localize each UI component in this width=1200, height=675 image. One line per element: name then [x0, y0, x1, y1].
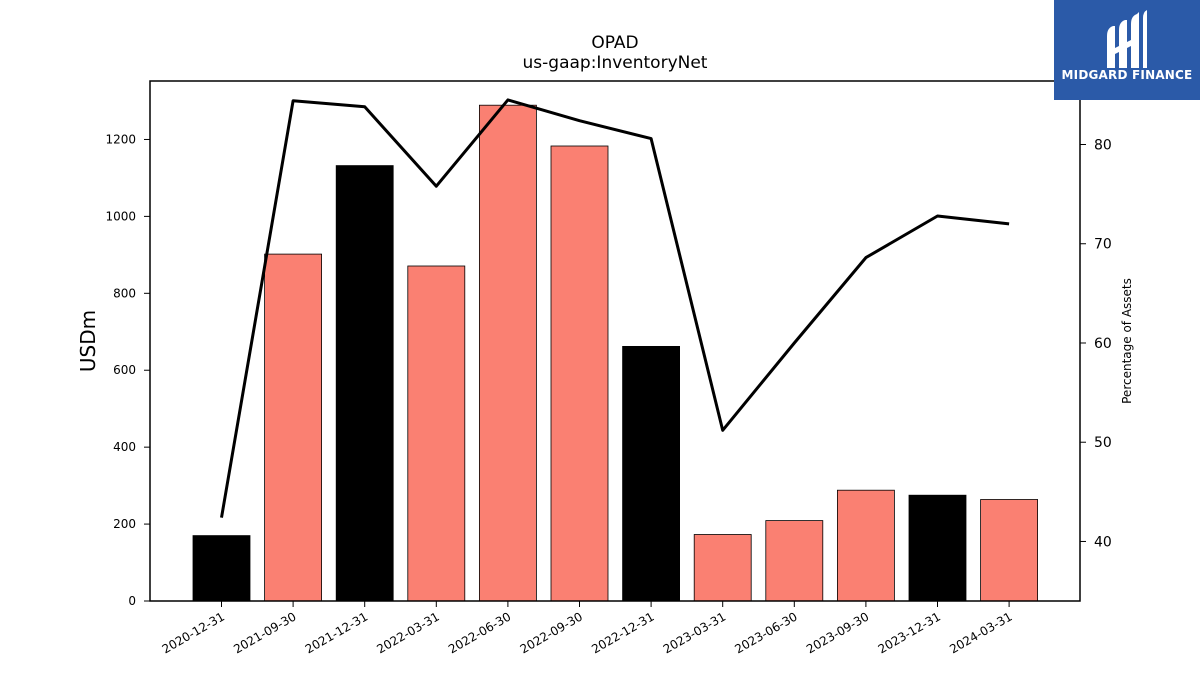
y-right-tick-label: 50 [1094, 435, 1112, 451]
x-tick-label: 2024-03-31 [947, 609, 1014, 656]
x-tick-label: 2023-06-30 [732, 609, 799, 656]
brand-logo: MIDGARD FINANCE [1054, 0, 1200, 100]
plot-frame [149, 80, 1081, 602]
x-tick-label: 2022-06-30 [446, 609, 513, 656]
x-tick-label: 2022-12-31 [589, 609, 656, 656]
y-tick-label: 800 [113, 286, 136, 300]
bar-2023-09-30 [837, 489, 895, 602]
y-tick-label: 1200 [105, 132, 136, 146]
bar-2023-03-31 [693, 534, 752, 602]
y-right-tick-label: 40 [1094, 534, 1112, 550]
bar-2023-06-30 [765, 520, 824, 602]
y-tick-label: 0 [128, 594, 136, 608]
x-tick-label: 2023-12-31 [876, 609, 943, 656]
y-tick-label: 600 [113, 363, 136, 377]
percentage-line [220, 98, 1010, 518]
bar-2021-12-31 [335, 165, 394, 602]
y-tick-label: 400 [113, 440, 136, 454]
y-tick-label: 200 [113, 517, 136, 531]
y-right-tick-label: 70 [1094, 237, 1112, 253]
chart-subtitle: us-gaap:InventoryNet [523, 53, 708, 73]
y-tick-label: 1000 [105, 209, 136, 223]
midgard-logo-icon [1107, 10, 1147, 68]
x-tick-label: 2023-09-30 [804, 609, 871, 656]
logo-text: MIDGARD FINANCE [1061, 68, 1193, 82]
y-axis-label-right: Percentage of Assets [1120, 278, 1134, 404]
x-tick-label: 2020-12-31 [160, 609, 227, 656]
bar-2022-03-31 [407, 265, 466, 602]
x-tick-label: 2021-12-31 [303, 609, 370, 656]
y-axis-right: 40 50 60 70 80 [1080, 138, 1112, 550]
bar-2023-12-31 [908, 494, 967, 602]
bar-2022-12-31 [622, 345, 680, 602]
y-axis-left: 0 200 400 600 800 1000 1200 [105, 132, 150, 608]
chart-title: OPAD [591, 33, 638, 53]
bar-series [192, 104, 1038, 602]
y-right-tick-label: 60 [1094, 336, 1112, 352]
x-tick-label: 2021-09-30 [231, 609, 298, 656]
y-right-tick-label: 80 [1094, 138, 1112, 154]
bar-2020-12-31 [192, 535, 251, 602]
bar-2021-09-30 [264, 253, 323, 602]
bar-2022-06-30 [478, 104, 537, 602]
y-axis-label-left: USDm [76, 310, 100, 372]
bar-2022-09-30 [550, 145, 609, 602]
line-series [220, 98, 1010, 518]
x-tick-label: 2022-03-31 [374, 609, 441, 656]
x-tick-label: 2022-09-30 [518, 609, 585, 656]
x-axis: 2020-12-31 2021-09-30 2021-12-31 2022-03-31… [160, 601, 1015, 656]
x-tick-label: 2023-03-31 [661, 609, 728, 656]
bar-2024-03-31 [980, 499, 1038, 602]
